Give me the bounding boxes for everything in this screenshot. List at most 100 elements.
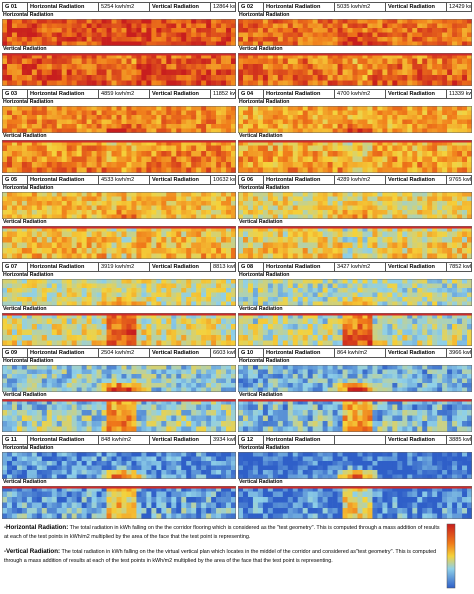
heatmap-cell: [257, 80, 264, 86]
heatmap-cell: [342, 41, 348, 46]
heatmap-cell: [277, 253, 284, 259]
heatmap-cell: [11, 301, 18, 306]
heatmap-cell: [11, 383, 18, 388]
heatmap-cell: [106, 105, 112, 111]
heatmap-cell: [231, 53, 236, 59]
heatmap-cell: [457, 19, 463, 24]
heatmap-cell: [221, 58, 227, 65]
heatmap-cell: [106, 383, 112, 388]
heatmap-cell: [101, 287, 107, 293]
heatmap-cell: [16, 37, 23, 42]
heatmap-cell: [221, 53, 227, 59]
heatmap-cell: [126, 374, 132, 379]
heatmap-cell: [151, 296, 157, 302]
heatmap-cell: [422, 128, 428, 133]
heatmap-cell: [106, 374, 112, 379]
heatmap-cell: [56, 323, 63, 330]
heatmap-cell: [121, 214, 127, 219]
heatmap-cell: [16, 28, 23, 33]
heatmap-cell: [367, 123, 373, 129]
heatmap-cell: [367, 318, 373, 324]
heatmap-cell: [427, 161, 433, 168]
heatmap-cell: [377, 150, 383, 157]
heatmap-cell: [221, 387, 227, 392]
heatmap-cell: [176, 69, 182, 76]
horizontal-label: Horizontal Radiation: [264, 176, 335, 184]
heatmap-cell: [427, 80, 433, 86]
heatmap-cell: [432, 80, 438, 86]
strip-label: Horizontal Radiation: [3, 185, 54, 191]
heatmap-cell: [352, 248, 358, 254]
heatmap-cell: [6, 214, 13, 219]
heatmap-cell: [372, 205, 378, 211]
heatmap-cell: [337, 110, 343, 115]
heatmap-cell: [267, 283, 274, 288]
heatmap-cell: [171, 318, 177, 324]
heatmap-cell: [181, 214, 187, 219]
heatmap-cell: [216, 296, 222, 302]
heatmap-cell: [136, 278, 142, 284]
heatmap-cell: [337, 128, 343, 133]
heatmap-cell: [106, 231, 112, 238]
heatmap-cell: [407, 334, 413, 341]
heatmap-cell: [392, 329, 398, 335]
heatmap-cell: [186, 156, 192, 162]
heatmap-cell: [6, 318, 13, 324]
heatmap-cell: [257, 283, 264, 288]
heatmap-cell: [66, 378, 72, 384]
heatmap-cell: [91, 119, 97, 124]
heatmap-cell: [412, 226, 418, 232]
heatmap-cell: [382, 214, 388, 219]
heatmap-cell: [247, 278, 254, 284]
heatmap-cell: [136, 296, 142, 302]
heatmap-cell: [267, 69, 274, 76]
heatmap-cell: [2, 119, 8, 124]
heatmap-cell: [221, 139, 227, 146]
heatmap-cell: [372, 283, 378, 288]
heatmap-cell: [221, 201, 227, 206]
heatmap-cell: [347, 161, 353, 168]
heatmap-cell: [11, 150, 18, 157]
heatmap-cell: [342, 226, 348, 232]
heatmap-cell: [216, 145, 222, 151]
heatmap-cell: [387, 323, 393, 330]
heatmap-cell: [71, 150, 77, 157]
heatmap-cell: [86, 114, 92, 120]
heatmap-cell: [216, 75, 222, 81]
heatmap-cell: [397, 201, 403, 206]
heatmap-cell: [377, 278, 383, 284]
heatmap-cell: [387, 296, 393, 302]
heatmap-cell: [292, 64, 299, 70]
heatmap-cell: [252, 139, 259, 146]
heatmap-cell: [111, 287, 117, 293]
heatmap-cell: [362, 237, 368, 243]
heatmap-cell: [26, 296, 33, 302]
heatmap-cell: [372, 110, 378, 115]
heatmap-cell: [186, 383, 192, 388]
heatmap-cell: [91, 201, 97, 206]
heatmap-cell: [267, 292, 274, 297]
heatmap-cell: [317, 287, 323, 293]
heatmap-cell: [91, 150, 97, 157]
heatmap-cell: [131, 23, 137, 29]
heatmap-cell: [247, 119, 254, 124]
heatmap-cell: [452, 105, 458, 111]
heatmap-cell: [407, 123, 413, 129]
heatmap-cell: [392, 278, 398, 284]
heatmap-cell: [427, 75, 433, 81]
heatmap-cell: [362, 283, 368, 288]
heatmap-cell: [252, 334, 259, 341]
heatmap-cell: [327, 128, 333, 133]
heatmap-cell: [176, 53, 182, 59]
heatmap-cell: [11, 387, 18, 392]
heatmap-cell: [126, 318, 132, 324]
heatmap-cell: [161, 80, 167, 86]
heatmap-cell: [292, 196, 299, 202]
heatmap-cell: [36, 404, 43, 411]
heatmap-cell: [432, 318, 438, 324]
heatmap-cell: [86, 41, 92, 46]
heatmap-cell: [242, 32, 249, 38]
heatmap-cell: [437, 156, 443, 162]
heatmap-cell: [262, 105, 269, 111]
heatmap-cell: [257, 329, 264, 335]
